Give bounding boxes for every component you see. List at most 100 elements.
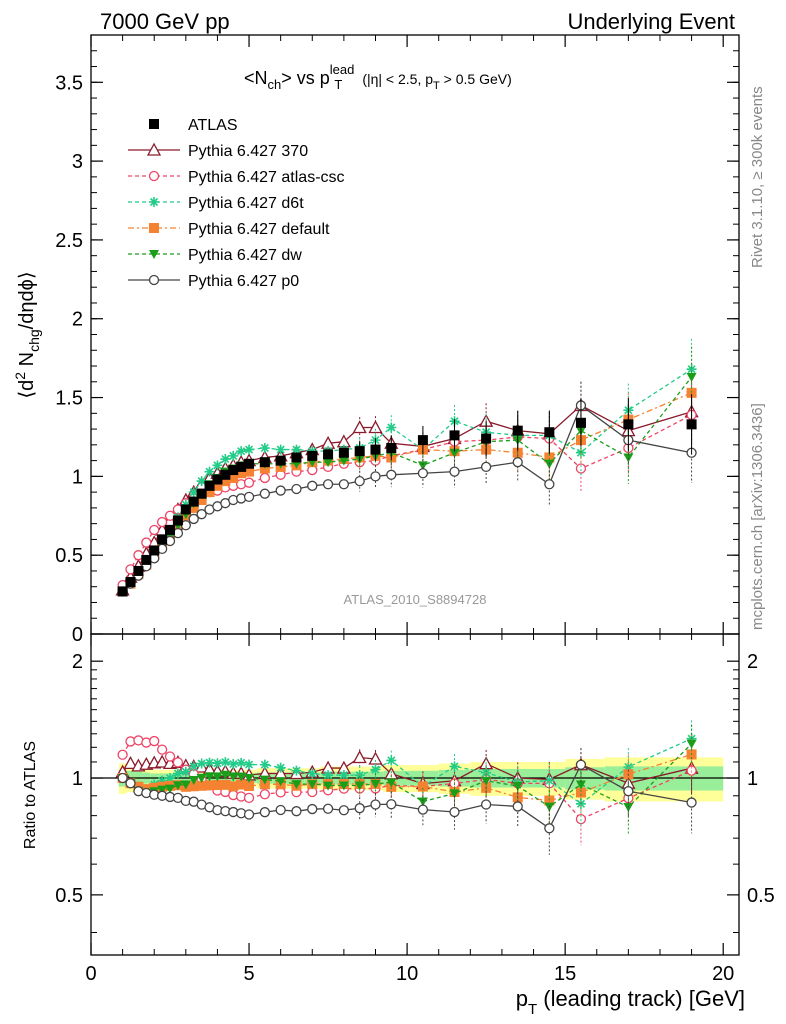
- y-tick-label: 1: [72, 466, 83, 488]
- ratio-point-pythia-6-427-p0: [291, 806, 302, 817]
- point-pythia-6-427-default: [196, 495, 207, 506]
- y-tick-label: 0.5: [55, 545, 83, 567]
- ratio-point-pythia-6-427-d6t: [386, 755, 397, 766]
- point-pythia-6-427-p0: [354, 475, 365, 487]
- point-atlas: [259, 457, 270, 468]
- point-atlas: [204, 480, 215, 491]
- point-pythia-6-427-d6t: [212, 460, 223, 471]
- ratio-frame: [90, 633, 740, 956]
- point-atlas: [686, 419, 697, 430]
- ratio-point-pythia-6-427-dw: [157, 785, 168, 795]
- y-tick-label: 3.5: [55, 72, 83, 94]
- ratio-point-pythia-6-427-p0: [480, 799, 492, 810]
- point-pythia-6-427-default: [220, 476, 231, 487]
- ratio-point-pythia-6-427-atlas-csc: [259, 789, 271, 800]
- ratio-plot-marks: [115, 720, 699, 855]
- point-atlas: [220, 469, 231, 480]
- main-plot-marks: [115, 338, 699, 597]
- ratio-point-pythia-6-427-dw: [228, 772, 239, 782]
- ratio-point-pythia-6-427-default: [544, 795, 555, 806]
- point-atlas: [481, 433, 492, 444]
- point-pythia-6-427-p0: [259, 488, 271, 499]
- ratio-point-pythia-6-427-atlas-csc: [172, 757, 184, 768]
- mcplots-note: mcplots.cern.ch [arXiv:1306.3436]: [749, 403, 766, 630]
- ratio-point-pythia-6-427-dw: [386, 778, 397, 788]
- point-pythia-6-427-p0: [512, 457, 523, 468]
- legend-label-atlas: ATLAS: [188, 117, 238, 134]
- ratio-point-pythia-6-427-d6t: [338, 770, 349, 781]
- point-pythia-6-427-atlas-csc: [575, 463, 587, 474]
- series-line-pythia-6-427-atlas-csc: [122, 414, 692, 586]
- point-pythia-6-427-p0: [291, 483, 302, 495]
- point-atlas: [291, 452, 302, 463]
- ratio-point-pythia-6-427-d6t: [165, 773, 176, 784]
- ratio-point-pythia-6-427-d6t: [204, 757, 215, 768]
- point-atlas: [244, 458, 255, 469]
- point-pythia-6-427-p0: [307, 480, 318, 491]
- x-tick-label: 20: [712, 963, 734, 985]
- ratio-tick-label-right: 2: [747, 651, 758, 673]
- ratio-point-pythia-6-427-dw: [275, 777, 286, 787]
- ratio-point-pythia-6-427-370: [368, 751, 383, 765]
- y-axis-label: ⟨d2 Nchg/dηdϕ⟩: [12, 271, 42, 398]
- legend-label-pythia-6-427-d6t: Pythia 6.427 d6t: [188, 195, 304, 212]
- ratio-point-pythia-6-427-default: [417, 781, 428, 792]
- ratio-point-pythia-6-427-dw: [512, 782, 523, 792]
- point-pythia-6-427-p0: [275, 485, 286, 496]
- ratio-point-pythia-6-427-p0: [544, 823, 555, 834]
- ratio-point-pythia-6-427-d6t: [196, 758, 207, 769]
- point-atlas: [141, 554, 152, 565]
- ratio-tick-label-right: 1: [747, 768, 758, 790]
- ratio-point-pythia-6-427-atlas-csc: [243, 792, 255, 804]
- ratio-point-pythia-6-427-atlas-csc: [164, 751, 176, 762]
- ratio-point-pythia-6-427-d6t: [259, 759, 270, 770]
- ratio-point-pythia-6-427-dw: [220, 770, 231, 780]
- point-atlas: [449, 430, 460, 441]
- ratio-point-pythia-6-427-dw: [575, 780, 586, 790]
- ratio-point-pythia-6-427-dw: [165, 784, 176, 794]
- ratio-point-pythia-6-427-dw: [212, 772, 223, 782]
- y-tick-label: 3: [72, 151, 83, 173]
- ratio-axis-label: Ratio to ATLAS: [22, 741, 39, 849]
- x-tick-label: 0: [85, 963, 96, 985]
- point-atlas: [165, 524, 176, 535]
- point-atlas: [307, 450, 318, 461]
- x-tick-label: 10: [396, 963, 418, 985]
- point-pythia-6-427-p0: [196, 509, 207, 520]
- ratio-point-pythia-6-427-p0: [686, 797, 697, 808]
- point-atlas: [212, 474, 223, 485]
- legend-label-pythia-6-427-default: Pythia 6.427 default: [188, 221, 330, 238]
- ratio-point-pythia-6-427-dw: [686, 739, 697, 749]
- point-atlas: [370, 444, 381, 455]
- ratio-point-pythia-6-427-p0: [623, 786, 634, 797]
- ratio-point-pythia-6-427-d6t: [172, 768, 183, 779]
- ratio-point-pythia-6-427-default: [236, 779, 247, 790]
- ratio-point-pythia-6-427-p0: [243, 809, 255, 820]
- point-pythia-6-427-d6t: [220, 454, 231, 465]
- point-pythia-6-427-d6t: [686, 364, 697, 375]
- ratio-point-pythia-6-427-dw: [291, 780, 302, 790]
- main-y-ticks: 0 0.5 1 1.5 2 2.5 3 3.5: [55, 50, 739, 646]
- ratio-point-pythia-6-427-d6t: [449, 761, 460, 772]
- header-right: Underlying Event: [567, 9, 735, 34]
- y-tick-label: 2.5: [55, 230, 83, 252]
- ratio-point-pythia-6-427-atlas-csc: [117, 749, 128, 760]
- point-atlas: [157, 534, 168, 545]
- point-atlas: [354, 446, 365, 457]
- ratio-point-pythia-6-427-atlas-csc: [149, 735, 160, 747]
- legend-label-pythia-6-427-atlas-csc: Pythia 6.427 atlas-csc: [188, 169, 345, 186]
- ratio-point-pythia-6-427-dw: [236, 772, 247, 782]
- legend-label-pythia-6-427-dw: Pythia 6.427 dw: [188, 247, 302, 264]
- point-atlas: [575, 417, 586, 428]
- ratio-point-pythia-6-427-p0: [307, 803, 318, 815]
- point-pythia-6-427-default: [228, 472, 239, 483]
- point-atlas: [323, 449, 334, 460]
- point-atlas: [623, 419, 634, 430]
- ratio-point-pythia-6-427-p0: [117, 772, 128, 784]
- point-pythia-6-427-p0: [417, 468, 429, 479]
- ratio-point-pythia-6-427-d6t: [244, 759, 255, 770]
- ratio-point-pythia-6-427-d6t: [370, 764, 381, 775]
- rivet-note: Rivet 3.1.10, ≥ 300k events: [749, 86, 766, 268]
- main-panel: 0 0.5 1 1.5 2 2.5 3 3.5 <Nch> vs plead T (|η| < 2…: [12, 34, 740, 646]
- ratio-point-pythia-6-427-dw: [180, 780, 191, 790]
